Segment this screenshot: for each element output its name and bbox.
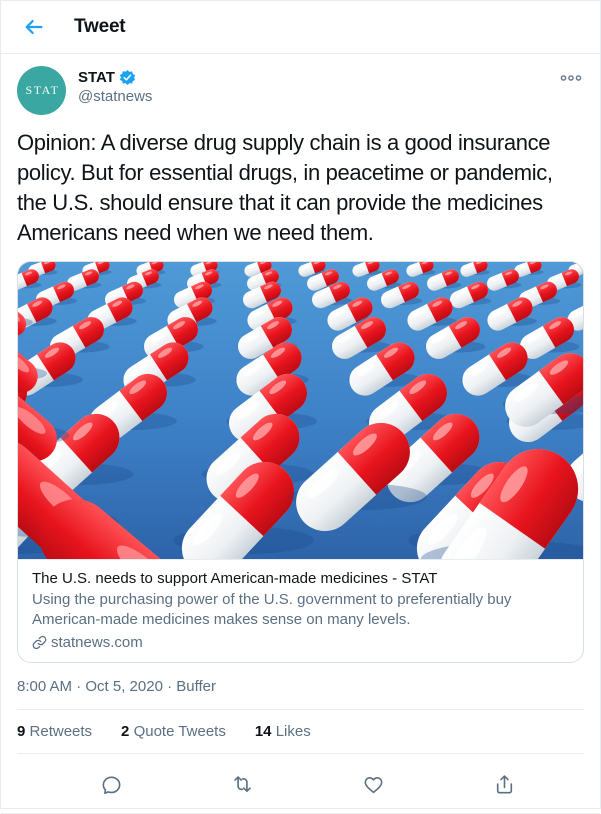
likes-stat[interactable]: 14 Likes [255, 723, 311, 740]
like-button[interactable] [353, 764, 393, 804]
back-button[interactable] [16, 9, 52, 45]
share-button[interactable] [484, 764, 524, 804]
author-name[interactable]: STAT [78, 69, 115, 86]
card-title: The U.S. needs to support American-made … [32, 570, 438, 587]
retweet-icon [231, 773, 254, 796]
quote-tweets-stat[interactable]: 2 Quote Tweets [121, 723, 226, 740]
divider [17, 709, 584, 710]
action-bar [17, 754, 584, 813]
author-handle[interactable]: @statnews [78, 88, 153, 105]
arrow-left-icon [23, 16, 45, 38]
tweet-article: STAT STAT @statnews [1, 54, 600, 813]
reply-icon [100, 773, 123, 796]
article-image [18, 262, 583, 559]
page-title: Tweet [74, 16, 126, 37]
card-body: The U.S. needs to support American-made … [18, 559, 583, 662]
author-row: STAT STAT @statnews [17, 54, 584, 115]
tweet-timestamp: 8:00 AM · Oct 5, 2020 · Buffer [17, 678, 216, 695]
reply-button[interactable] [91, 764, 131, 804]
tweet-text: Opinion: A diverse drug supply chain is … [17, 130, 553, 245]
likes-count: 14 [254, 723, 272, 740]
link-icon [32, 635, 47, 650]
retweet-button[interactable] [222, 764, 262, 804]
retweets-label: Retweets [29, 723, 93, 740]
retweets-stat[interactable]: 9 Retweets [17, 723, 92, 740]
more-button[interactable] [558, 68, 584, 88]
card-description: Using the purchasing power of the U.S. g… [32, 591, 512, 628]
author-meta: STAT @statnews [78, 66, 558, 105]
ellipsis-icon [560, 74, 582, 82]
tweet-stats: 9 Retweets 2 Quote Tweets 14 Likes [17, 710, 584, 753]
retweets-count: 9 [17, 723, 26, 740]
avatar-monogram: STAT [25, 83, 60, 97]
quote-tweets-label: Quote Tweets [133, 723, 226, 740]
likes-label: Likes [275, 723, 311, 740]
share-icon [493, 773, 516, 796]
avatar[interactable]: STAT [17, 66, 66, 115]
link-card[interactable]: The U.S. needs to support American-made … [17, 261, 584, 663]
heart-icon [362, 773, 385, 796]
divider [17, 753, 584, 754]
verified-badge-icon [119, 69, 136, 86]
quote-tweets-count: 2 [121, 723, 130, 740]
card-domain: statnews.com [51, 634, 143, 651]
page-header: Tweet [1, 1, 600, 54]
